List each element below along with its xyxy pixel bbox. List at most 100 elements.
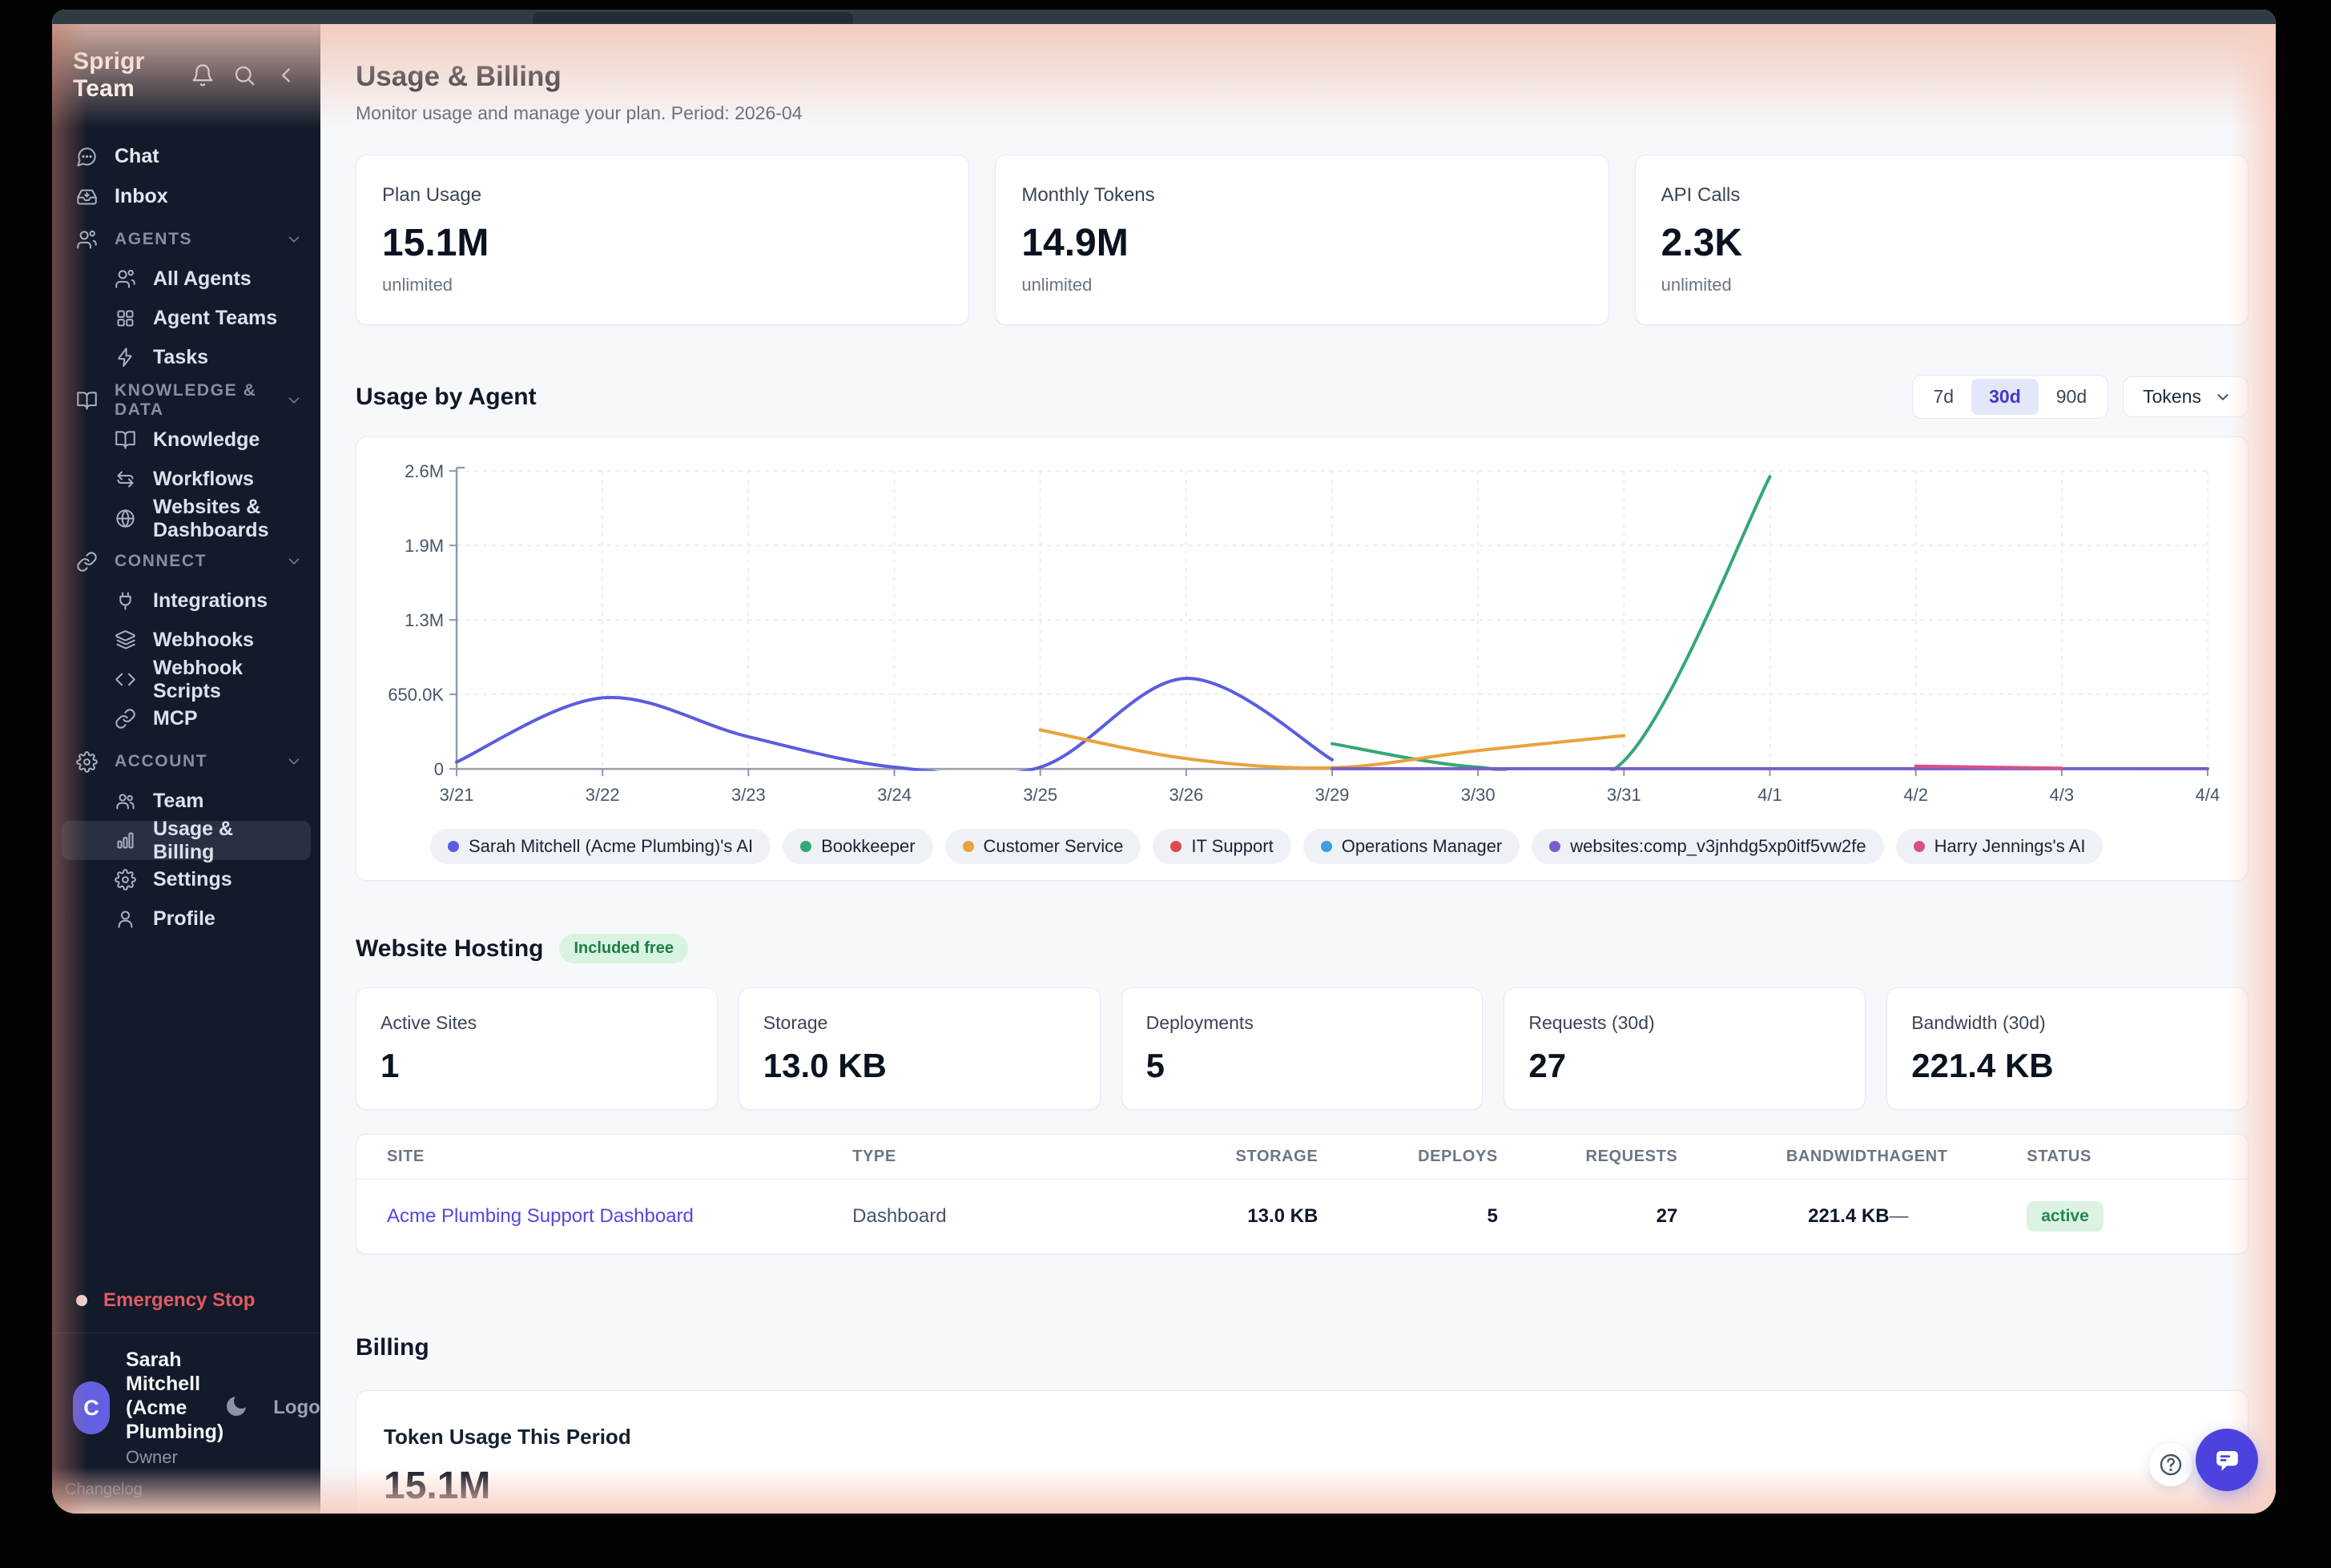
swap-icon — [115, 468, 137, 491]
stat-card-monthly-tokens: Monthly Tokens 14.9M unlimited — [995, 155, 1609, 325]
collapse-sidebar-icon[interactable] — [272, 62, 300, 89]
legend-pill-bookkeeper[interactable]: Bookkeeper — [783, 829, 933, 865]
legend-dot-icon — [1170, 841, 1182, 853]
stat-sub: unlimited — [1021, 275, 1093, 295]
column-header-storage: Storage — [1235, 1148, 1318, 1166]
sidebar-item-integrations[interactable]: Integrations — [62, 581, 311, 621]
metric-select[interactable]: Tokens — [2123, 376, 2248, 417]
svg-text:3/29: 3/29 — [1315, 785, 1350, 805]
stat-value: 13.0 KB — [763, 1047, 887, 1085]
user-role: Owner — [126, 1447, 178, 1467]
stat-value: 2.3K — [1661, 222, 1743, 264]
svg-text:1.3M: 1.3M — [405, 610, 444, 630]
sidebar-section-agents[interactable]: AGENTS — [52, 219, 320, 259]
link-icon — [115, 708, 137, 730]
nav-label: Webhooks — [153, 629, 254, 651]
sidebar-item-usage-billing[interactable]: Usage & Billing — [62, 818, 311, 863]
legend-pill-operations-manager[interactable]: Operations Manager — [1302, 829, 1520, 865]
stat-label: Deployments — [1145, 1012, 1254, 1034]
chat-icon — [76, 145, 99, 167]
sidebar-item-tasks[interactable]: Tasks — [62, 338, 311, 377]
help-button[interactable] — [2149, 1443, 2192, 1486]
nav-label: AGENTS — [115, 230, 193, 248]
range-button-30d[interactable]: 30d — [1971, 379, 2039, 415]
legend-pill-websites-comp-v3jnhdg5xp0itf5vw2fe[interactable]: websites:comp_v3jnhdg5xp0itf5vw2fe — [1532, 829, 1884, 865]
dark-mode-moon-icon[interactable] — [223, 1393, 252, 1422]
svg-text:3/21: 3/21 — [440, 785, 474, 805]
nav-label: Websites & Dashboards — [153, 495, 269, 541]
sidebar-item-webhook-scripts[interactable]: Webhook Scripts — [62, 657, 311, 702]
stat-sub: unlimited — [382, 275, 453, 295]
legend-dot-icon — [800, 841, 812, 853]
nav-label: Agent Teams — [153, 307, 278, 329]
nav-label: ACCOUNT — [115, 752, 208, 770]
sidebar-item-knowledge[interactable]: Knowledge — [62, 420, 311, 460]
legend-label: Operations Manager — [1341, 836, 1503, 857]
legend-pill-customer-service[interactable]: Customer Service — [944, 829, 1141, 865]
nav-label: Team — [153, 790, 204, 812]
svg-text:4/3: 4/3 — [2050, 785, 2075, 805]
notifications-bell-icon[interactable] — [189, 62, 216, 89]
sidebar-item-settings[interactable]: Settings — [62, 860, 311, 899]
svg-text:4/1: 4/1 — [1757, 785, 1782, 805]
plug-icon — [115, 590, 137, 613]
lightning-icon — [115, 347, 137, 369]
search-icon[interactable] — [231, 62, 258, 89]
sidebar-item-inbox[interactable]: Inbox — [52, 176, 320, 216]
sidebar-item-all-agents[interactable]: All Agents — [62, 259, 311, 299]
range-button-90d[interactable]: 90d — [2055, 386, 2087, 407]
stat-label: Active Sites — [380, 1012, 477, 1034]
chevron-down-icon — [2217, 393, 2228, 400]
column-header-bandwidth: Bandwidth — [1785, 1148, 1890, 1166]
legend-dot-icon — [1320, 841, 1332, 853]
svg-text:0: 0 — [434, 759, 444, 779]
range-button-7d[interactable]: 7d — [1933, 386, 1955, 407]
emergency-stop-button[interactable]: Emergency Stop — [52, 1278, 320, 1323]
nav-label: Profile — [153, 907, 215, 930]
sidebar-item-profile[interactable]: Profile — [62, 899, 311, 939]
hosting-section-title: Website Hosting — [356, 935, 544, 962]
token-usage-label: Token Usage This Period — [384, 1425, 631, 1449]
legend-pill-sarah-mitchell-acme-plumbing-s-ai[interactable]: Sarah Mitchell (Acme Plumbing)'s AI — [430, 829, 771, 865]
sidebar-item-webhooks[interactable]: Webhooks — [62, 621, 311, 660]
legend-pill-it-support[interactable]: IT Support — [1153, 829, 1291, 865]
legend-pill-harry-jennings-s-ai[interactable]: Harry Jennings's AI — [1895, 829, 2104, 865]
token-usage-card: Token Usage This Period 15.1M unlimited — [356, 1390, 2248, 1514]
site-requests: 27 — [1656, 1205, 1678, 1228]
chat-widget-button[interactable] — [2196, 1429, 2258, 1491]
sidebar-item-workflows[interactable]: Workflows — [62, 460, 311, 499]
sidebar-section-knowledge-data[interactable]: KNOWLEDGE & DATA — [52, 380, 320, 420]
emergency-stop-label: Emergency Stop — [103, 1289, 256, 1311]
sidebar-section-account[interactable]: ACCOUNT — [52, 742, 320, 782]
table-row: Acme Plumbing Support Dashboard Dashboar… — [356, 1180, 2248, 1253]
sites-table: Site Type Storage Deploys Requests Bandwidth A… — [356, 1134, 2248, 1255]
sidebar-item-chat[interactable]: Chat — [52, 136, 320, 176]
stat-value: 14.9M — [1021, 222, 1129, 264]
usage-section-title: Usage by Agent — [356, 383, 537, 410]
main-content: Usage & Billing Monitor usage and manage… — [320, 24, 2276, 1514]
site-deploys: 5 — [1487, 1205, 1498, 1228]
nav-label: All Agents — [153, 267, 252, 290]
sidebar-item-agent-teams[interactable]: Agent Teams — [62, 299, 311, 338]
legend-label: Customer Service — [983, 836, 1124, 857]
svg-text:3/31: 3/31 — [1607, 785, 1641, 805]
legend-label: Sarah Mitchell (Acme Plumbing)'s AI — [469, 836, 754, 857]
sidebar-section-connect[interactable]: CONNECT — [52, 541, 320, 581]
book-icon — [76, 389, 99, 412]
sidebar-item-team[interactable]: Team — [62, 782, 311, 821]
nav-label: Settings — [153, 868, 232, 891]
changelog-link[interactable]: Changelog — [65, 1481, 143, 1498]
logout-button[interactable]: Logout — [273, 1397, 320, 1418]
svg-text:3/22: 3/22 — [586, 785, 620, 805]
site-link[interactable]: Acme Plumbing Support Dashboard — [387, 1205, 694, 1228]
app-logo: Sprigr Team — [73, 48, 145, 102]
status-badge: active — [2027, 1201, 2104, 1232]
usage-chart-card: 0 650.0K 1.3M 1.9M 2.6M 3/21 3/22 3/23 3/24 3/25 3… — [356, 436, 2248, 882]
hosting-stats-row: Active Sites 1 Storage 13.0 KB Deployments… — [356, 987, 2248, 1111]
sidebar-item-mcp[interactable]: MCP — [62, 699, 311, 738]
stat-value: 5 — [1145, 1047, 1165, 1085]
inbox-icon — [76, 185, 99, 207]
user-profile-row: C Sarah Mitchell (Acme Plumbing) Owner L… — [52, 1348, 320, 1473]
column-header-site: Site — [387, 1148, 425, 1166]
sidebar-item-websites-dashboards[interactable]: Websites & Dashboards — [62, 496, 311, 541]
